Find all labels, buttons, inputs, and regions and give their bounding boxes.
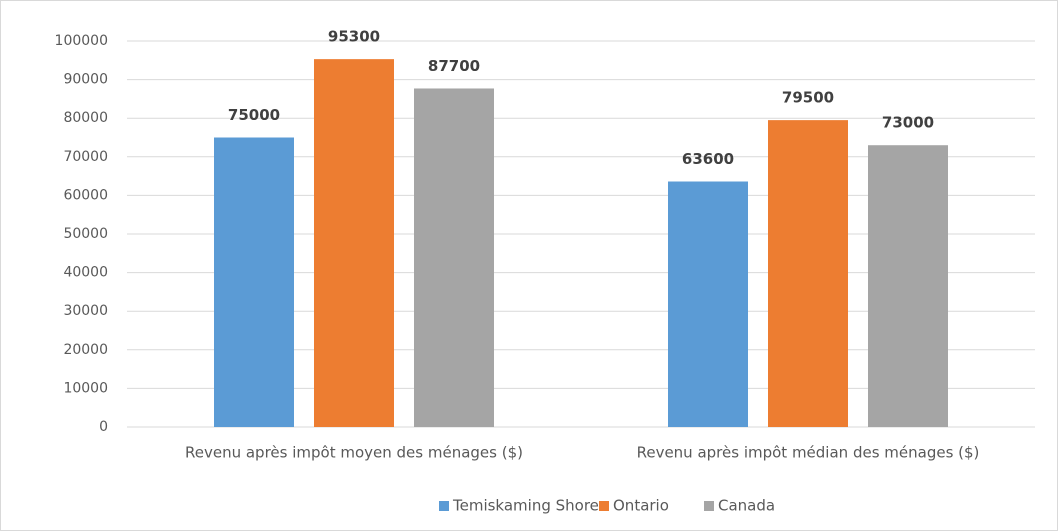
y-tick-label: 70000 <box>63 149 108 165</box>
bar <box>314 59 394 427</box>
bar <box>768 120 848 427</box>
y-tick-label: 30000 <box>63 303 108 319</box>
legend-swatch <box>439 501 449 511</box>
y-tick-label: 90000 <box>63 72 108 88</box>
x-tick-label: Revenu après impôt médian des ménages ($… <box>637 444 980 462</box>
bar <box>414 88 494 427</box>
legend-swatch <box>704 501 714 511</box>
bar <box>668 181 748 427</box>
y-tick-label: 20000 <box>63 342 108 358</box>
value-label: 95300 <box>328 28 380 46</box>
y-tick-label: 10000 <box>63 380 108 396</box>
bar <box>214 137 294 427</box>
value-label: 79500 <box>782 89 834 107</box>
y-tick-label: 80000 <box>63 110 108 126</box>
value-label: 63600 <box>682 150 734 168</box>
value-label: 75000 <box>228 106 280 124</box>
y-tick-label: 40000 <box>63 265 108 281</box>
bar <box>868 145 948 427</box>
legend-label: Temiskaming Shores <box>452 497 607 515</box>
value-label: 73000 <box>882 114 934 132</box>
y-tick-label: 50000 <box>63 226 108 242</box>
legend-swatch <box>599 501 609 511</box>
legend-label: Ontario <box>613 497 669 515</box>
y-tick-label: 0 <box>99 419 108 435</box>
x-tick-label: Revenu après impôt moyen des ménages ($) <box>185 444 523 462</box>
legend-label: Canada <box>718 497 775 515</box>
y-tick-label: 60000 <box>63 187 108 203</box>
y-tick-label: 100000 <box>55 33 108 49</box>
value-label: 87700 <box>428 57 480 75</box>
